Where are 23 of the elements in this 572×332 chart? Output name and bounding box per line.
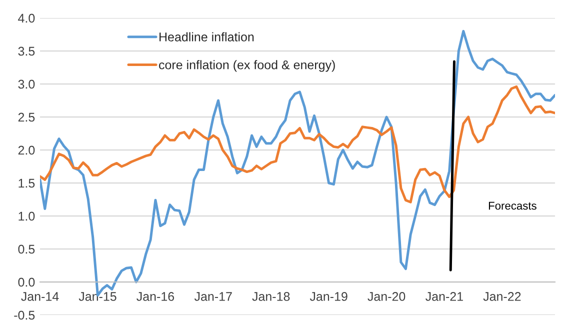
x-tick-label: Jan-20: [368, 292, 406, 301]
y-tick-label: 1.0: [18, 212, 35, 221]
x-tick-label: Jan-21: [426, 292, 463, 301]
legend-label: Headline inflation: [160, 32, 254, 42]
y-tick-label: 4.0: [18, 14, 35, 23]
y-tick-label: 0.0: [18, 278, 35, 287]
x-tick-label: Jan-14: [21, 292, 59, 301]
y-tick-label: 3.0: [18, 80, 35, 89]
x-tick-label: Jan-18: [252, 292, 290, 301]
line-series: [40, 85, 555, 204]
y-tick-label: 0.5: [18, 244, 35, 254]
legend-label: core inflation (ex food & energy): [159, 60, 335, 72]
x-tick-label: Jan-16: [136, 292, 174, 301]
y-tick-label: 2.0: [18, 146, 35, 155]
y-tick-label: 3.5: [18, 46, 35, 56]
y-tick-label: 2.5: [18, 112, 35, 122]
x-tick-label: Jan-15: [78, 292, 116, 301]
annotation: Forecasts: [488, 202, 536, 210]
x-tick-label: Jan-22: [483, 292, 521, 301]
y-tick-label: 1.5: [18, 178, 35, 188]
x-tick-label: Jan-19: [310, 292, 348, 301]
y-tick-label: -0.5: [14, 310, 35, 320]
x-tick-label: Jan-17: [194, 292, 232, 301]
